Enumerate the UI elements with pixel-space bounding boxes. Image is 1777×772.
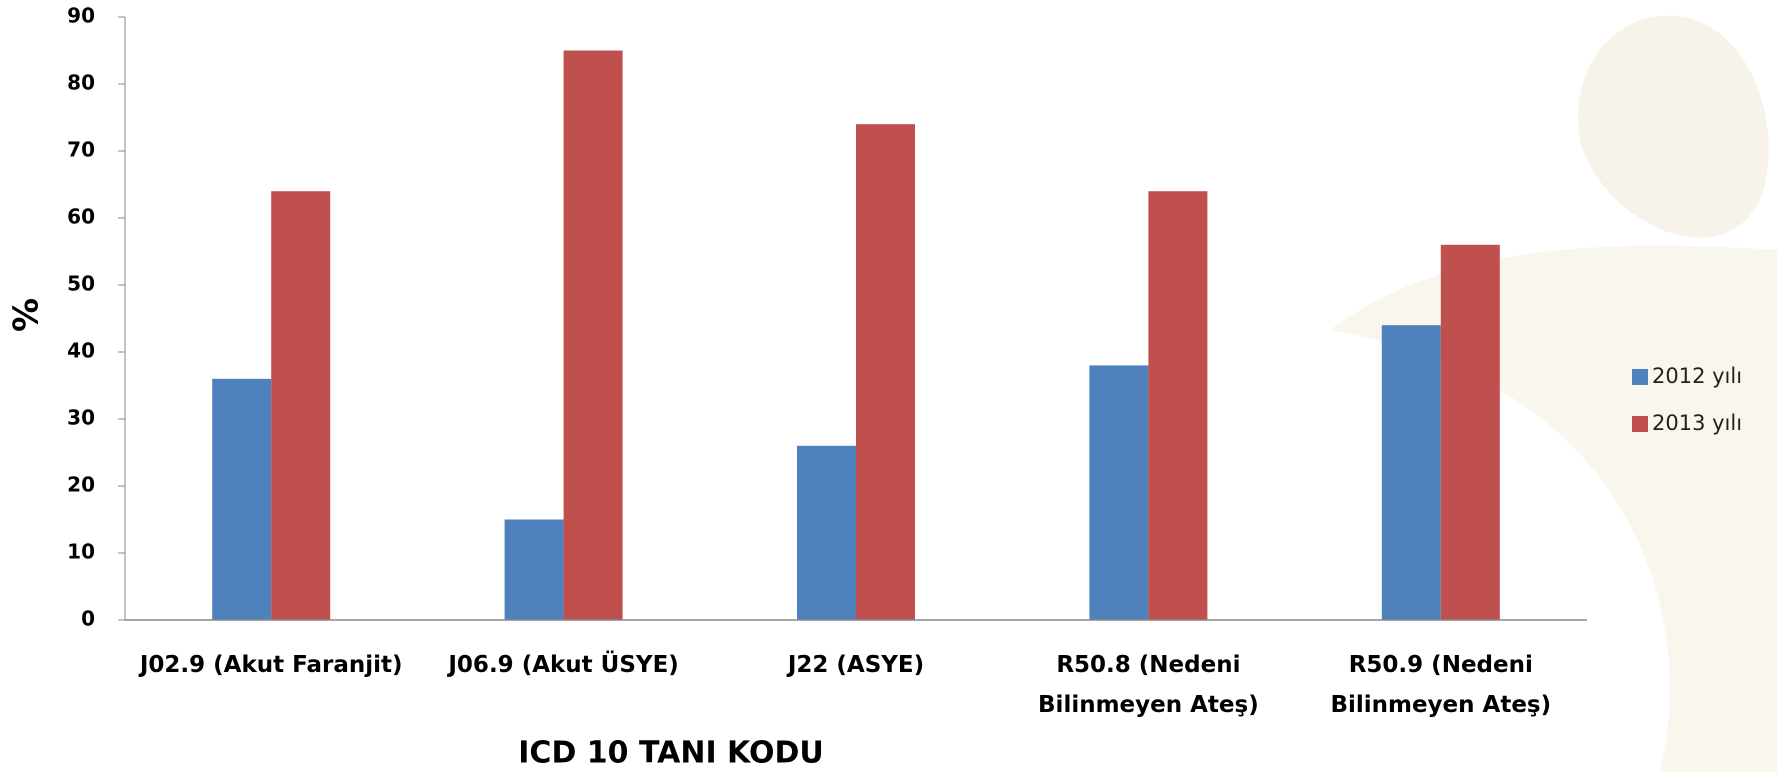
y-tick-label: 90 [67, 4, 95, 28]
decor [1578, 16, 1769, 238]
y-tick-label: 80 [67, 71, 95, 95]
x-tick-label: J02.9 (Akut Faranjit) [136, 645, 406, 685]
bar [797, 446, 856, 620]
bar [856, 124, 915, 620]
bar [1148, 191, 1207, 620]
y-tick-label: 70 [67, 138, 95, 162]
x-axis-title: ICD 10 TANI KODU [518, 736, 823, 771]
y-tick-label: 40 [67, 339, 95, 363]
y-tick-label: 0 [81, 607, 95, 631]
bar [1382, 325, 1441, 620]
bar [1441, 245, 1500, 620]
bar [271, 191, 330, 620]
chart-container: % ICD 10 TANI KODU 0 10 20 30 40 50 60 70 80 90 20… [0, 0, 1777, 772]
legend-swatch [1632, 416, 1648, 432]
x-tick-label: J22 (ASYE) [721, 645, 991, 685]
y-tick-label: 60 [67, 205, 95, 229]
y-tick-label: 10 [67, 540, 95, 564]
y-tick-label: 20 [67, 473, 95, 497]
legend-label: 2013 yılı [1652, 411, 1742, 435]
x-tick-label: J06.9 (Akut ÜSYE) [429, 645, 699, 685]
bar [212, 379, 271, 620]
legend-label: 2012 yılı [1652, 364, 1742, 388]
y-tick-label: 30 [67, 406, 95, 430]
x-tick-label: R50.9 (Nedeni Bilinmeyen Ateş) [1306, 645, 1576, 725]
y-tick-label: 50 [67, 272, 95, 296]
bar [1089, 365, 1148, 620]
y-axis-title: % [7, 298, 47, 332]
bar [505, 520, 564, 621]
legend-swatch [1632, 369, 1648, 385]
bar [564, 51, 623, 621]
x-tick-label: R50.8 (Nedeni Bilinmeyen Ateş) [1013, 645, 1283, 725]
